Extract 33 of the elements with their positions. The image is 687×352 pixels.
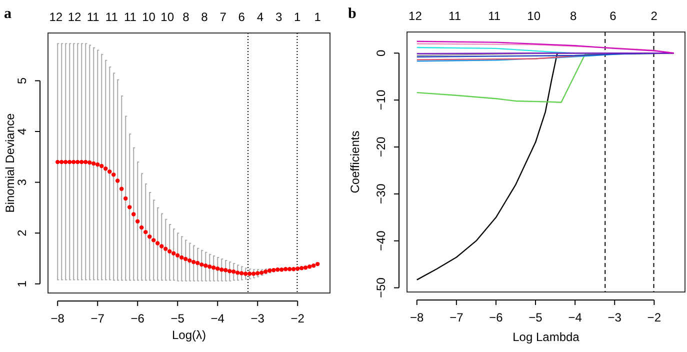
- y-tick-label: 2: [15, 229, 29, 236]
- x-tick-label: −2: [647, 310, 662, 325]
- y-tick-label: −20: [374, 136, 388, 158]
- y-axis-title: Binomial Deviance: [3, 112, 18, 213]
- y-tick-label: −40: [374, 230, 388, 252]
- x-tick-label: −2: [290, 312, 305, 326]
- chart-title: a: [4, 6, 12, 22]
- x-tick-label: −8: [50, 312, 65, 326]
- x-tick-label: −5: [528, 310, 543, 325]
- text: 12 12 11 11 11 10 10 8 8 7 6 4 3 1 1: [49, 10, 321, 24]
- x-axis-title: Log Lambda: [512, 330, 580, 344]
- y-tick-label: 1: [15, 280, 29, 288]
- x-axis-title: Log(λ): [172, 328, 206, 342]
- x-tick-label: −5: [170, 312, 185, 326]
- y-tick-label: −50: [374, 277, 388, 298]
- y-tick-label: 3: [15, 178, 29, 186]
- x-tick-label: −3: [250, 312, 265, 326]
- y-tick-label: 0: [374, 49, 388, 56]
- x-tick-label: −4: [210, 312, 225, 326]
- y-tick-label: 4: [15, 128, 29, 135]
- x-tick-label: −4: [568, 310, 582, 325]
- y-tick-label: −30: [374, 183, 388, 204]
- x-tick-label: −6: [489, 310, 504, 325]
- x-tick-label: −7: [90, 312, 105, 326]
- chart-title: b: [348, 6, 356, 22]
- x-tick-label: −7: [450, 310, 464, 325]
- y-tick-label: 5: [15, 77, 29, 84]
- x-tick-label: −8: [410, 310, 424, 325]
- y-tick-label: −10: [374, 90, 388, 110]
- x-tick-label: −3: [608, 310, 622, 325]
- x-tick-label: −6: [130, 312, 145, 326]
- text: 12 11 11 10 8 6 2: [408, 9, 658, 23]
- y-axis-title: Coefficients: [348, 130, 362, 194]
